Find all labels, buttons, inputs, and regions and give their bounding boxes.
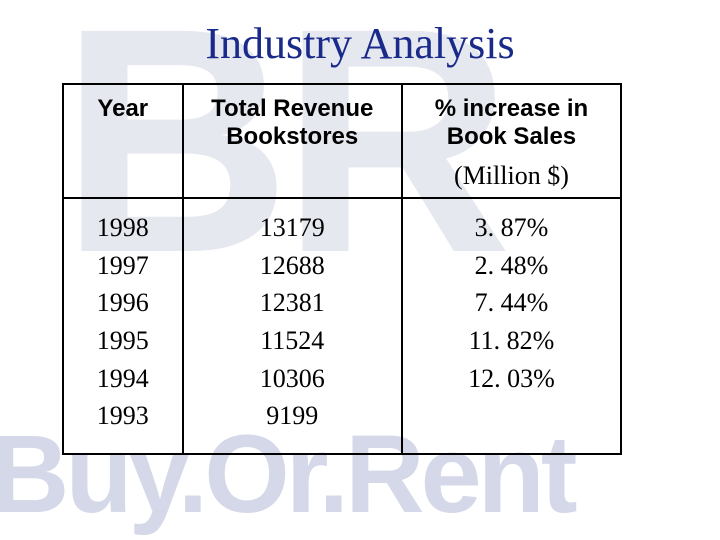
header-year-text: Year (97, 95, 148, 122)
header-increase-sub: (Million $) (411, 161, 612, 191)
year-4: 1994 (72, 360, 174, 398)
cell-increase: 3. 87% 2. 48% 7. 44% 11. 82% 12. 03% (402, 198, 621, 454)
year-1: 1997 (72, 247, 174, 285)
increase-1: 2. 48% (411, 247, 612, 285)
increase-3: 11. 82% (411, 322, 612, 360)
header-increase-line2: Book Sales (447, 123, 576, 150)
revenue-table: Year Total Revenue Bookstores % increase… (62, 83, 622, 455)
year-2: 1996 (72, 284, 174, 322)
header-increase-line1: % increase in (435, 95, 588, 122)
revenue-1: 12688 (192, 247, 393, 285)
table-header-row: Year Total Revenue Bookstores % increase… (63, 84, 621, 198)
revenue-0: 13179 (192, 209, 393, 247)
cell-years: 1998 1997 1996 1995 1994 1993 (63, 198, 183, 454)
header-revenue-line1: Total Revenue (211, 95, 373, 122)
year-0: 1998 (72, 209, 174, 247)
increase-4: 12. 03% (411, 360, 612, 398)
revenue-5: 9199 (192, 397, 393, 435)
revenue-4: 10306 (192, 360, 393, 398)
table-row: 1998 1997 1996 1995 1994 1993 13179 1268… (63, 198, 621, 454)
header-increase: % increase in Book Sales (Million $) (402, 84, 621, 198)
increase-2: 7. 44% (411, 284, 612, 322)
header-revenue: Total Revenue Bookstores (183, 84, 402, 198)
page-title: Industry Analysis (40, 18, 680, 69)
year-3: 1995 (72, 322, 174, 360)
revenue-3: 11524 (192, 322, 393, 360)
header-year: Year (63, 84, 183, 198)
header-revenue-line2: Bookstores (226, 123, 358, 150)
slide-content: Industry Analysis Year Total Revenue Boo… (0, 0, 720, 455)
revenue-2: 12381 (192, 284, 393, 322)
year-5: 1993 (72, 397, 174, 435)
increase-0: 3. 87% (411, 209, 612, 247)
cell-revenue: 13179 12688 12381 11524 10306 9199 (183, 198, 402, 454)
